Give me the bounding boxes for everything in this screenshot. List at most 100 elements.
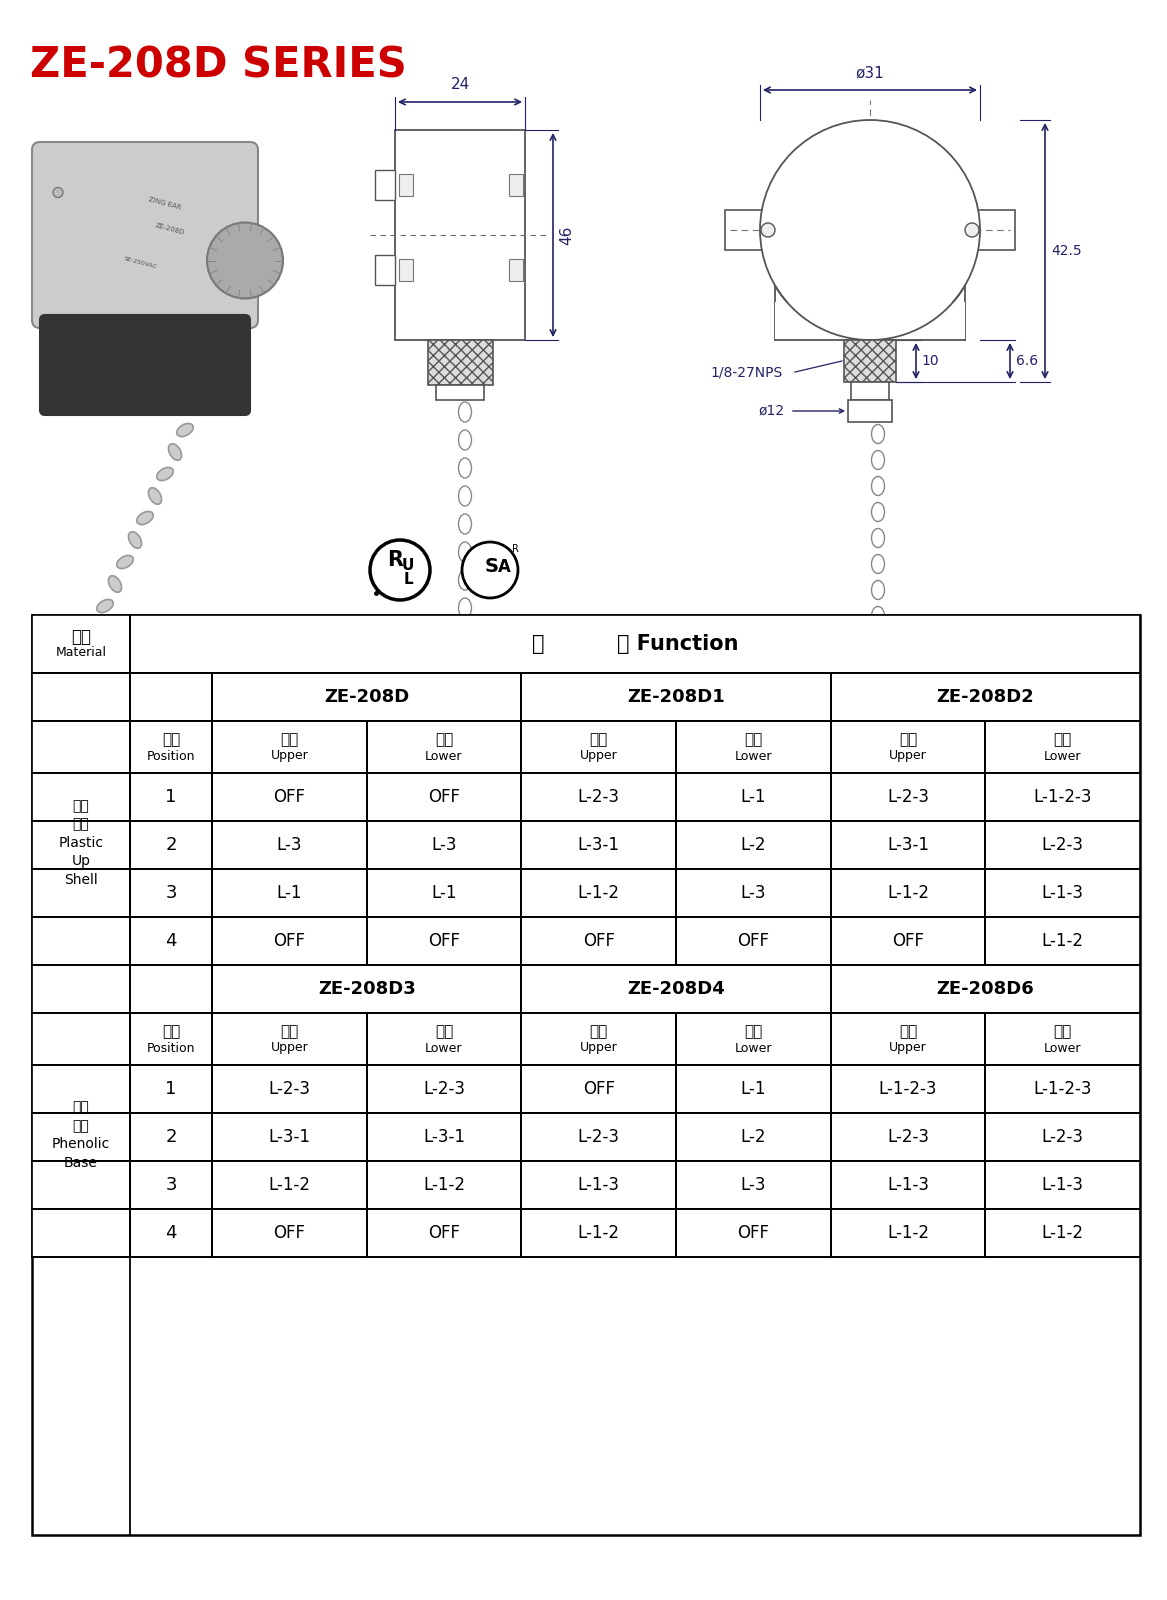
Text: OFF: OFF — [273, 787, 306, 806]
Bar — [32, 722, 130, 773]
Bar — [32, 1210, 130, 1258]
Text: 3: 3 — [166, 883, 176, 902]
Bar — [366, 722, 522, 773]
Text: OFF: OFF — [273, 1224, 306, 1242]
Text: U: U — [401, 558, 414, 573]
Bar — [130, 1066, 212, 1114]
Text: L-1-2: L-1-2 — [887, 883, 929, 902]
Text: 位置: 位置 — [162, 733, 180, 747]
Text: L-1-2: L-1-2 — [1042, 931, 1084, 950]
Text: L-3-1: L-3-1 — [578, 835, 620, 854]
Bar — [831, 1210, 985, 1258]
Text: L-2-3: L-2-3 — [887, 787, 929, 806]
Text: OFF: OFF — [428, 1224, 460, 1242]
Text: Position: Position — [147, 749, 195, 763]
Bar — [130, 614, 1140, 674]
Text: L-3: L-3 — [432, 835, 456, 854]
Ellipse shape — [459, 570, 471, 590]
Text: 24: 24 — [450, 77, 469, 91]
Text: 上層: 上層 — [589, 733, 608, 747]
Circle shape — [207, 222, 284, 299]
Text: ø12: ø12 — [759, 403, 785, 418]
Ellipse shape — [459, 654, 471, 674]
Bar — [676, 722, 831, 773]
Ellipse shape — [168, 443, 182, 461]
Bar — [212, 1066, 366, 1114]
Bar — [32, 1162, 130, 1210]
Bar — [831, 722, 985, 773]
Text: L-1: L-1 — [432, 883, 456, 902]
Bar — [676, 869, 831, 917]
Bar — [974, 210, 1015, 250]
Text: 4: 4 — [166, 931, 176, 950]
Bar — [522, 869, 676, 917]
Bar — [130, 674, 212, 722]
Bar — [32, 773, 130, 821]
Text: 下層: 下層 — [1054, 733, 1071, 747]
Ellipse shape — [872, 555, 885, 573]
Bar — [522, 773, 676, 821]
Bar — [366, 1013, 522, 1066]
Text: 46: 46 — [559, 226, 574, 245]
Text: Position: Position — [147, 1042, 195, 1054]
Text: S: S — [485, 557, 499, 576]
Text: L-1-3: L-1-3 — [578, 1176, 620, 1194]
Ellipse shape — [872, 424, 885, 443]
Text: L-3: L-3 — [741, 1176, 766, 1194]
Bar — [32, 674, 130, 722]
Bar — [725, 210, 766, 250]
Circle shape — [370, 541, 429, 600]
Text: L-1-2-3: L-1-2-3 — [879, 1080, 937, 1098]
Bar — [831, 1013, 985, 1066]
Ellipse shape — [459, 542, 471, 562]
Text: A: A — [497, 558, 510, 576]
Bar — [676, 1066, 831, 1114]
Ellipse shape — [872, 659, 885, 677]
Text: OFF: OFF — [892, 931, 924, 950]
Text: OFF: OFF — [738, 931, 769, 950]
Text: Upper: Upper — [271, 1042, 308, 1054]
Text: 下層: 下層 — [745, 1024, 762, 1040]
Ellipse shape — [872, 632, 885, 651]
Bar — [676, 1210, 831, 1258]
Bar — [676, 773, 831, 821]
Text: L-2: L-2 — [741, 1128, 766, 1146]
Bar — [32, 917, 130, 965]
Text: Upper: Upper — [889, 749, 927, 763]
Text: L-2-3: L-2-3 — [578, 1128, 620, 1146]
Text: R: R — [511, 544, 518, 554]
Ellipse shape — [459, 402, 471, 422]
Ellipse shape — [459, 598, 471, 618]
Bar — [366, 1066, 522, 1114]
Text: Lower: Lower — [734, 1042, 773, 1054]
Ellipse shape — [69, 664, 82, 680]
Text: 材質: 材質 — [71, 627, 91, 646]
Text: Upper: Upper — [580, 1042, 617, 1054]
Text: L-1-2: L-1-2 — [887, 1224, 929, 1242]
Bar — [394, 130, 525, 341]
Circle shape — [462, 542, 518, 598]
Text: 下層: 下層 — [435, 1024, 453, 1040]
Text: 上層: 上層 — [280, 1024, 299, 1040]
Ellipse shape — [872, 451, 885, 469]
Text: Lower: Lower — [425, 1042, 463, 1054]
Text: Upper: Upper — [889, 1042, 927, 1054]
Text: Lower: Lower — [1044, 749, 1082, 763]
Ellipse shape — [148, 488, 161, 504]
Bar — [130, 1162, 212, 1210]
Text: 功          能 Function: 功 能 Function — [532, 634, 739, 654]
Bar — [130, 1210, 212, 1258]
Bar — [212, 1114, 366, 1162]
Text: L-3: L-3 — [277, 835, 302, 854]
Text: L-3: L-3 — [741, 883, 766, 902]
Text: Upper: Upper — [271, 749, 308, 763]
Bar — [130, 773, 212, 821]
Text: L-1-3: L-1-3 — [1042, 883, 1084, 902]
Bar — [366, 1210, 522, 1258]
Text: 電木
底座
Phenolic
Base: 電木 底座 Phenolic Base — [51, 1101, 110, 1170]
Text: L-3-1: L-3-1 — [887, 835, 929, 854]
Text: ZE-208D6: ZE-208D6 — [936, 979, 1034, 998]
Ellipse shape — [459, 430, 471, 450]
Bar — [676, 1114, 831, 1162]
Ellipse shape — [872, 581, 885, 600]
